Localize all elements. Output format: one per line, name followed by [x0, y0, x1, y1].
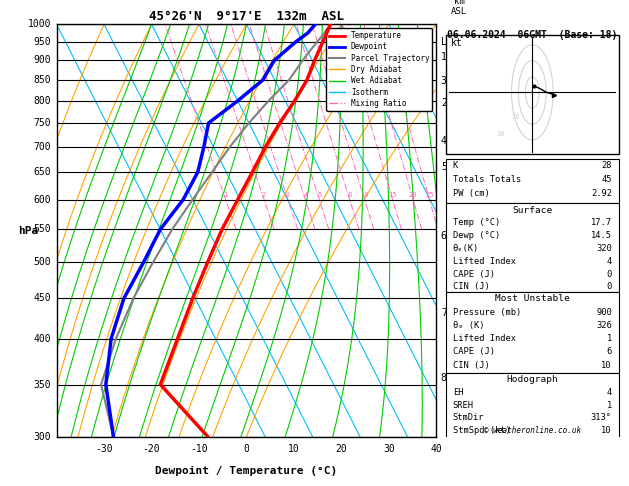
Text: 4: 4: [303, 191, 308, 197]
Text: 450: 450: [33, 293, 51, 303]
Text: 1: 1: [223, 191, 228, 197]
Text: 06.06.2024  06GMT  (Base: 18): 06.06.2024 06GMT (Base: 18): [447, 31, 618, 40]
Text: 15: 15: [388, 191, 397, 197]
Text: © weatheronline.co.uk: © weatheronline.co.uk: [484, 426, 581, 435]
Text: Pressure (mb): Pressure (mb): [453, 308, 521, 317]
Text: 650: 650: [33, 167, 51, 177]
Text: 20: 20: [409, 191, 418, 197]
Text: -20: -20: [143, 444, 160, 453]
Text: 0: 0: [606, 270, 612, 278]
Text: 1: 1: [441, 52, 447, 62]
Text: 8: 8: [441, 373, 447, 382]
Text: Dewpoint / Temperature (°C): Dewpoint / Temperature (°C): [155, 467, 338, 476]
Text: 4: 4: [441, 136, 447, 146]
Text: θₑ(K): θₑ(K): [453, 244, 479, 253]
Text: Most Unstable: Most Unstable: [495, 295, 570, 303]
Text: Totals Totals: Totals Totals: [453, 175, 521, 184]
Title: 45°26'N  9°17'E  132m  ASL: 45°26'N 9°17'E 132m ASL: [149, 10, 344, 23]
Text: 550: 550: [33, 225, 51, 234]
Text: StmSpd (kt): StmSpd (kt): [453, 426, 511, 435]
Text: CAPE (J): CAPE (J): [453, 347, 495, 356]
Text: 40: 40: [430, 444, 442, 453]
Text: 0: 0: [606, 282, 612, 292]
Text: 1000: 1000: [28, 19, 51, 29]
Text: 500: 500: [33, 257, 51, 267]
Text: 14.5: 14.5: [591, 231, 612, 240]
Text: 700: 700: [33, 142, 51, 152]
Text: 7: 7: [441, 308, 447, 318]
Text: Dewp (°C): Dewp (°C): [453, 231, 500, 240]
Text: 400: 400: [33, 334, 51, 344]
Text: 30: 30: [496, 131, 505, 137]
Text: 350: 350: [33, 380, 51, 389]
Text: 17.7: 17.7: [591, 219, 612, 227]
Text: K: K: [453, 161, 458, 170]
Text: 750: 750: [33, 118, 51, 128]
Text: 900: 900: [596, 308, 612, 317]
Bar: [445, 373, 619, 439]
Text: 20: 20: [512, 114, 520, 121]
Text: PW (cm): PW (cm): [453, 189, 489, 198]
Text: 3: 3: [286, 191, 290, 197]
Text: 4: 4: [606, 388, 612, 397]
Text: 900: 900: [33, 55, 51, 66]
Text: 30: 30: [383, 444, 395, 453]
Text: 45: 45: [601, 175, 612, 184]
Text: 5: 5: [441, 162, 447, 172]
Text: Temp (°C): Temp (°C): [453, 219, 500, 227]
Text: 800: 800: [33, 96, 51, 106]
Text: 3: 3: [441, 76, 447, 86]
Text: 5: 5: [317, 191, 321, 197]
Text: CIN (J): CIN (J): [453, 282, 489, 292]
Text: -30: -30: [95, 444, 113, 453]
Text: -10: -10: [190, 444, 208, 453]
Text: 2.92: 2.92: [591, 189, 612, 198]
Text: 4: 4: [606, 257, 612, 266]
Text: CIN (J): CIN (J): [453, 361, 489, 369]
Text: 300: 300: [33, 433, 51, 442]
Text: hPa: hPa: [18, 226, 38, 236]
Text: StmDir: StmDir: [453, 414, 484, 422]
Text: 0: 0: [243, 444, 249, 453]
Text: 8: 8: [348, 191, 352, 197]
Text: 6: 6: [441, 231, 447, 241]
Bar: [445, 292, 619, 373]
Text: 2: 2: [262, 191, 266, 197]
Text: Lifted Index: Lifted Index: [453, 257, 516, 266]
Text: 313°: 313°: [591, 414, 612, 422]
Text: 326: 326: [596, 321, 612, 330]
Text: 25: 25: [425, 191, 433, 197]
Text: 10: 10: [601, 361, 612, 369]
Bar: [445, 35, 619, 155]
Text: Surface: Surface: [512, 206, 552, 215]
Text: Hodograph: Hodograph: [506, 375, 558, 384]
Text: 850: 850: [33, 75, 51, 85]
Text: 10: 10: [601, 426, 612, 435]
Text: 6: 6: [606, 347, 612, 356]
Text: 28: 28: [601, 161, 612, 170]
Text: Lifted Index: Lifted Index: [453, 334, 516, 343]
Text: SREH: SREH: [453, 400, 474, 410]
Text: LCL: LCL: [441, 37, 459, 47]
Text: 2: 2: [441, 98, 447, 108]
Bar: [445, 203, 619, 292]
Text: 950: 950: [33, 37, 51, 47]
Text: 1: 1: [606, 334, 612, 343]
Text: CAPE (J): CAPE (J): [453, 270, 495, 278]
Text: 320: 320: [596, 244, 612, 253]
Text: EH: EH: [453, 388, 463, 397]
Text: 1: 1: [606, 400, 612, 410]
Legend: Temperature, Dewpoint, Parcel Trajectory, Dry Adiabat, Wet Adiabat, Isotherm, Mi: Temperature, Dewpoint, Parcel Trajectory…: [326, 28, 433, 111]
Text: Mixing Ratio (g/kg): Mixing Ratio (g/kg): [481, 183, 490, 278]
Text: 20: 20: [335, 444, 347, 453]
Text: 600: 600: [33, 194, 51, 205]
Text: θₑ (K): θₑ (K): [453, 321, 484, 330]
Text: 10: 10: [360, 191, 369, 197]
Text: 10: 10: [288, 444, 300, 453]
Text: kt: kt: [451, 37, 463, 48]
Bar: [445, 158, 619, 203]
Text: km
ASL: km ASL: [451, 0, 467, 16]
